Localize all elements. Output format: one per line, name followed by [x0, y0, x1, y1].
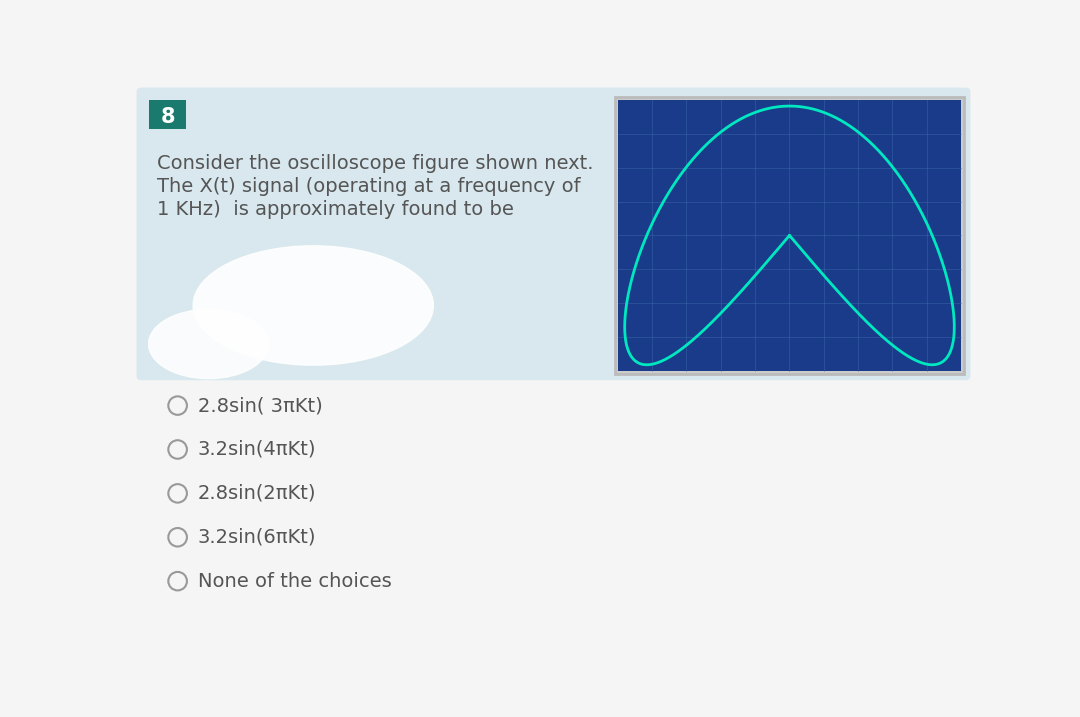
Text: None of the choices: None of the choices [198, 571, 392, 591]
FancyBboxPatch shape [136, 87, 971, 380]
FancyBboxPatch shape [615, 97, 964, 374]
FancyBboxPatch shape [149, 100, 186, 129]
Text: 2.8sin(2πKt): 2.8sin(2πKt) [198, 484, 316, 503]
Text: Consider the oscilloscope figure shown next.: Consider the oscilloscope figure shown n… [157, 154, 593, 173]
Text: 2.8sin( 3πKt): 2.8sin( 3πKt) [198, 396, 323, 415]
Ellipse shape [149, 309, 269, 379]
Text: 3.2sin(4πKt): 3.2sin(4πKt) [198, 440, 316, 459]
Text: 3.2sin(6πKt): 3.2sin(6πKt) [198, 528, 316, 547]
Text: 8: 8 [160, 107, 175, 127]
Text: 1 KHz)  is approximately found to be: 1 KHz) is approximately found to be [157, 200, 514, 219]
Ellipse shape [193, 246, 433, 365]
FancyBboxPatch shape [618, 100, 961, 371]
Text: The X(t) signal (operating at a frequency of: The X(t) signal (operating at a frequenc… [157, 177, 580, 196]
